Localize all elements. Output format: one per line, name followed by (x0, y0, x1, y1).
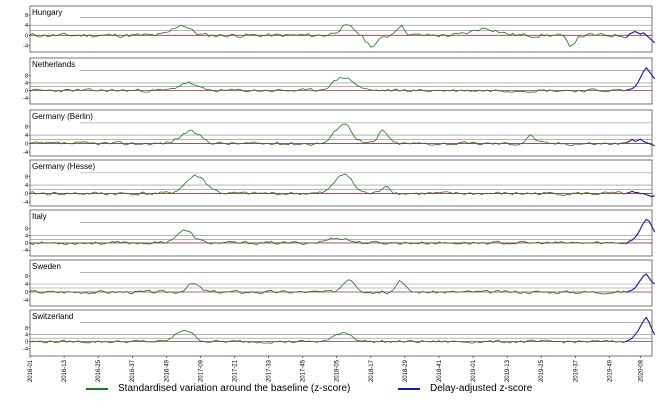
x-tick-label: 2018-05 (335, 359, 341, 382)
y-tick-label: -4 (23, 150, 28, 156)
x-tick-label: 2018-29 (403, 359, 409, 382)
y-tick-label: -4 (23, 200, 28, 206)
legend-swatch-delay-adjusted (398, 387, 420, 390)
panel-label: Italy (32, 212, 47, 221)
panel-frame (29, 57, 653, 105)
y-tick-label: 8 (25, 125, 28, 131)
x-tick-label: 2017-33 (267, 359, 273, 382)
y-tick-label: 4 (25, 333, 28, 339)
y-tick-label: 8 (25, 326, 28, 332)
panel-label: Hungary (32, 8, 62, 17)
y-tick-label: 8 (25, 13, 28, 19)
legend-swatch-zscore (86, 387, 108, 390)
x-tick-label: 2016-37 (130, 359, 136, 382)
x-tick-label: 2017-09 (198, 359, 204, 382)
legend: Standardised variation around the baseli… (0, 383, 660, 399)
y-tick-label: -4 (23, 96, 28, 102)
y-tick-label: 4 (25, 23, 28, 29)
series-zscore-line (29, 24, 627, 48)
x-tick-label: 2016-25 (96, 359, 102, 382)
legend-label-delay-adjusted: Delay-adjusted z-score (430, 383, 533, 394)
x-tick-label: 2017-21 (232, 359, 238, 382)
panel-label: Netherlands (32, 60, 75, 69)
series-zscore-line (29, 330, 627, 344)
y-tick-label: 4 (25, 282, 28, 288)
panel-label: Switzerland (32, 312, 73, 321)
x-tick-label: 2018-41 (437, 359, 443, 382)
x-tick-label: 2016-13 (62, 359, 68, 382)
y-tick-label: 8 (25, 274, 28, 280)
panel-hungary: -4 0 4 8 Hungary (23, 5, 656, 53)
y-tick-label: 0 (25, 89, 28, 95)
y-tick-label: -4 (23, 347, 28, 353)
x-tick-label: 2019-49 (607, 359, 613, 382)
x-tick-label: 2019-37 (573, 359, 579, 382)
panel-frame (29, 159, 653, 207)
panel-netherlands: -40 4 8 Netherlands (23, 57, 656, 105)
x-tick-label: 2019-01 (471, 359, 477, 382)
panel-frame (29, 5, 653, 53)
series-delay-adjusted-line (626, 190, 655, 198)
panel-label: Germany (Hesse) (32, 162, 95, 171)
series-zscore-line (29, 279, 627, 295)
y-tick-label: 0 (25, 192, 28, 198)
series-delay-adjusted-line (626, 273, 656, 293)
y-tick-label: 8 (25, 73, 28, 79)
x-tick-label: 2020-08 (639, 359, 645, 382)
y-tick-label: 4 (25, 133, 28, 139)
y-tick-label: -4 (23, 248, 28, 254)
x-tick-label: 2019-25 (539, 359, 545, 382)
panel-label: Sweden (32, 262, 61, 271)
y-tick-label: 0 (25, 340, 28, 346)
x-axis: 2016-01 2016-13 2016-25 2016-37 2016-49 2017-… (28, 356, 645, 382)
y-tick-label: 0 (25, 290, 28, 296)
y-tick-label: -4 (23, 298, 28, 304)
y-tick-label: 0 (25, 142, 28, 148)
series-delay-adjusted-line (625, 30, 656, 44)
legend-label-zscore: Standardised variation around the baseli… (118, 383, 351, 394)
x-tick-label: 2017-45 (301, 359, 307, 382)
legend-item-zscore: Standardised variation around the baseli… (86, 383, 350, 394)
y-tick-label: 0 (25, 241, 28, 247)
x-tick-label: 2016-01 (28, 359, 34, 382)
y-tick-label: -4 (23, 43, 28, 49)
y-tick-label: 0 (25, 33, 28, 39)
panel-italy: -404 8 Italy (23, 209, 656, 257)
legend-item-delay-adjusted: Delay-adjusted z-score (398, 383, 532, 394)
y-tick-label: 4 (25, 234, 28, 240)
panel-frame (29, 109, 653, 157)
panel-frame (29, 259, 653, 307)
series-zscore-line (30, 123, 627, 146)
y-tick-label: 8 (25, 175, 28, 181)
x-tick-label: 2018-17 (369, 359, 375, 382)
panel-label: Germany (Berlin) (32, 112, 93, 121)
panel-frame (29, 209, 653, 257)
panel-frame (29, 309, 653, 357)
panel-sweden: -4 0 4 8 Sweden (23, 259, 656, 307)
y-tick-label: 8 (25, 226, 28, 232)
series-delay-adjusted-line (626, 138, 656, 147)
x-tick-label: 2016-49 (164, 359, 170, 382)
panel-germany-berlin: -4 0 4 8 Germany (Berlin) (23, 109, 656, 157)
series-zscore-line (29, 77, 627, 93)
series-delay-adjusted-line (626, 316, 656, 342)
series-zscore-line (29, 229, 627, 245)
series-delay-adjusted-line (626, 218, 656, 245)
x-tick-label: 2019-13 (505, 359, 511, 382)
series-delay-adjusted-line (626, 66, 656, 91)
y-tick-label: 4 (25, 81, 28, 87)
series-zscore-line (29, 173, 627, 197)
y-tick-label: 4 (25, 183, 28, 189)
panel-germany-hesse: -4 0 4 8 Germany (Hesse) (23, 159, 655, 207)
